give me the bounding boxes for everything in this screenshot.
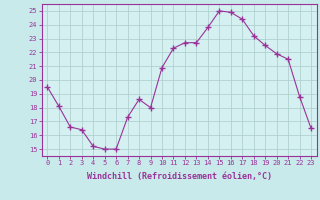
X-axis label: Windchill (Refroidissement éolien,°C): Windchill (Refroidissement éolien,°C) — [87, 172, 272, 181]
